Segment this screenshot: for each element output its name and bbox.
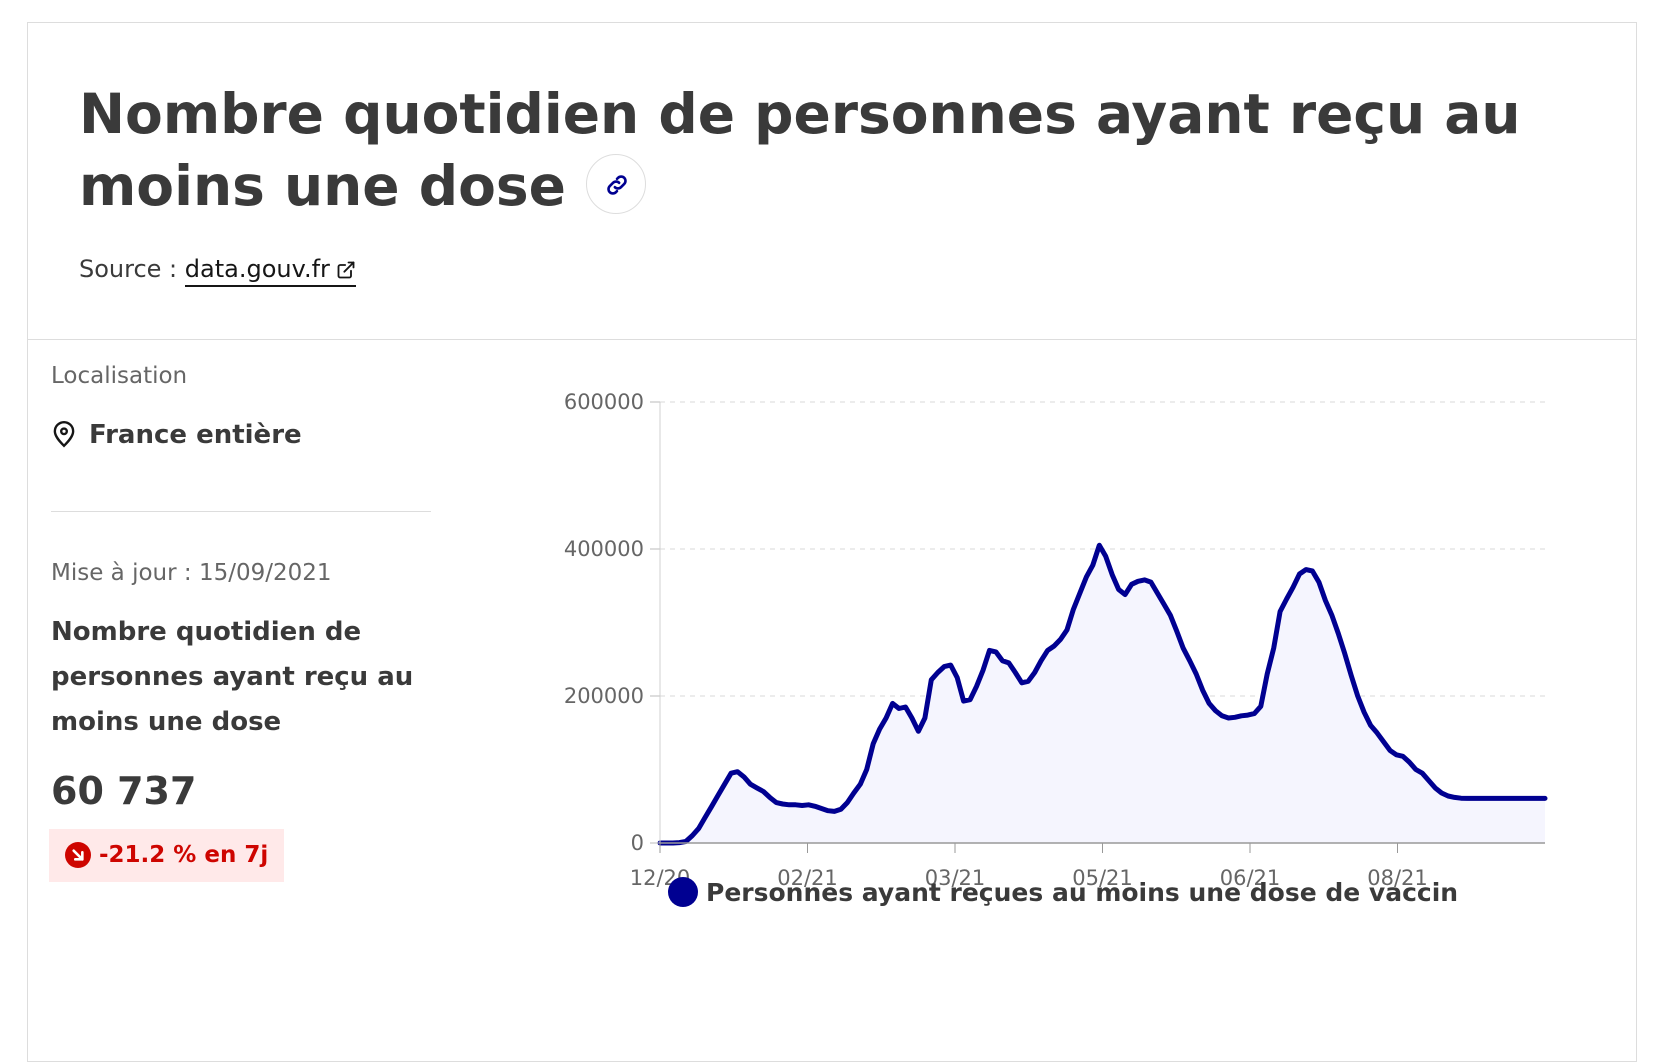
x-tick-label: 06/21 xyxy=(1220,866,1281,890)
y-tick-label: 200000 xyxy=(564,684,644,708)
source-link[interactable]: data.gouv.fr xyxy=(184,255,356,287)
page-title: Nombre quotidien de personnes ayant reçu… xyxy=(79,78,1579,222)
trend-badge: -21.2 % en 7j xyxy=(49,829,285,882)
x-tick-label: 02/21 xyxy=(777,866,838,890)
x-tick-label: 05/21 xyxy=(1072,866,1133,890)
chart-card: Nombre quotidien de personnes ayant reçu… xyxy=(27,22,1637,1062)
y-tick-label: 0 xyxy=(631,831,644,855)
external-link-icon xyxy=(337,261,355,279)
localisation-value[interactable]: France entière xyxy=(51,420,302,450)
y-tick-label: 400000 xyxy=(564,537,644,561)
x-tick-label: 03/21 xyxy=(925,866,986,890)
chart-legend[interactable]: Personnes ayant reçues au moins une dose… xyxy=(668,877,1458,907)
sidebar-divider xyxy=(51,511,431,512)
kpi-title: Nombre quotidien de personnes ayant reçu… xyxy=(51,617,414,737)
localisation-label: Localisation xyxy=(51,363,188,389)
y-tick-label: 600000 xyxy=(564,390,644,414)
page-title-text: Nombre quotidien de personnes ayant reçu… xyxy=(79,82,1521,218)
copy-link-button[interactable] xyxy=(585,153,646,214)
source-link-text: data.gouv.fr xyxy=(184,255,330,283)
link-icon xyxy=(607,175,627,195)
localisation-value-text: France entière xyxy=(89,420,302,450)
x-tick-label: 08/21 xyxy=(1367,866,1428,890)
source-line: Source : data.gouv.fr xyxy=(79,255,356,287)
kpi-value: 60 737 xyxy=(51,769,197,813)
legend-label: Personnes ayant reçues au moins une dose… xyxy=(706,878,1459,907)
update-date: Mise à jour : 15/09/2021 xyxy=(51,560,332,586)
legend-swatch xyxy=(668,877,698,907)
source-prefix: Source : xyxy=(79,255,185,283)
series-area xyxy=(660,545,1545,843)
series-line xyxy=(657,542,1548,846)
arrow-down-right-icon xyxy=(65,842,91,868)
trend-text: -21.2 % en 7j xyxy=(99,842,269,868)
map-pin-icon xyxy=(53,420,75,448)
card-header: Nombre quotidien de personnes ayant reçu… xyxy=(28,23,1636,340)
